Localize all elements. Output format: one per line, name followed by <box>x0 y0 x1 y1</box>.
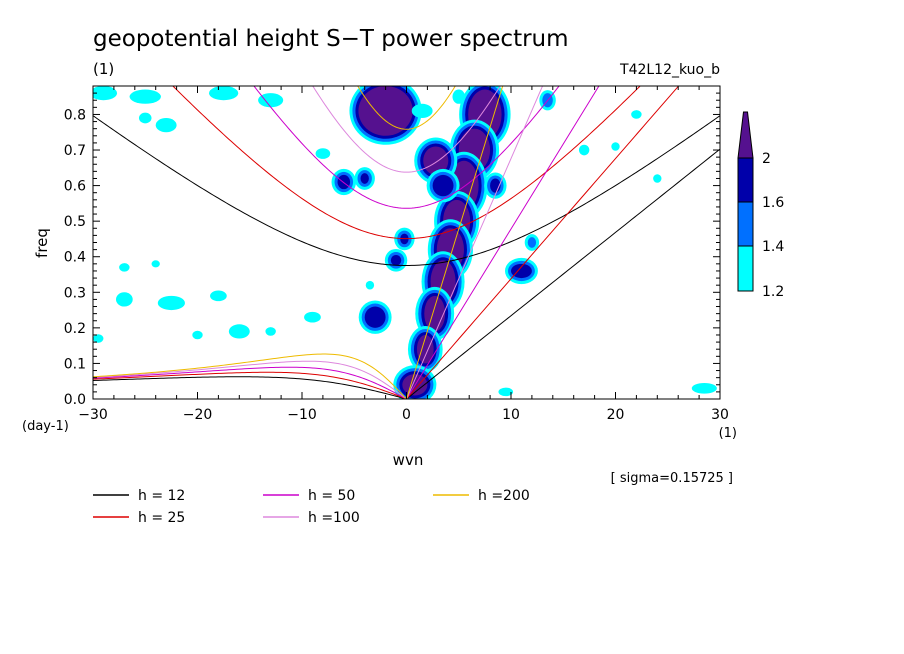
kelvin-curve-h25 <box>406 86 680 399</box>
chart-title: geopotential height S−T power spectrum <box>93 26 569 52</box>
y-tick-label: 0.6 <box>64 179 86 195</box>
shade-blob-16-lvl2 <box>360 173 369 184</box>
x-axis-unit: (1) <box>719 426 737 441</box>
x-tick-label: −10 <box>287 407 317 423</box>
plot-area <box>93 86 720 399</box>
colorbar-label: 1.6 <box>762 195 784 211</box>
inertia-gravity-curve-h12 <box>93 115 720 266</box>
kelvin-curve-h200 <box>406 86 504 399</box>
y-tick-label: 0.7 <box>64 143 86 159</box>
x-tick-label: −20 <box>183 407 213 423</box>
dispersion-curves <box>93 86 720 399</box>
y-tick-label: 0.8 <box>64 107 86 123</box>
rossby-curve-h200 <box>93 353 407 399</box>
y-tick-label: 0.1 <box>64 356 86 372</box>
colorbar-label: 1.2 <box>762 284 784 300</box>
shade-blob-44-lvl0 <box>365 280 375 290</box>
shade-blob-35-lvl0 <box>192 330 203 340</box>
legend-label-h12: h = 12 <box>138 488 185 504</box>
shade-blob-19-lvl1 <box>527 237 537 248</box>
shade-blob-31-lvl0 <box>304 311 321 323</box>
inertia-gravity-curve-h25 <box>172 86 641 240</box>
shade-blob-28-lvl0 <box>157 295 185 311</box>
shade-blob-41-lvl0 <box>691 382 717 394</box>
rossby-curve-h25 <box>93 371 407 399</box>
shade-blob-13-lvl2 <box>364 306 386 328</box>
colorbar-segment-1 <box>737 201 754 247</box>
shade-blob-40-lvl0 <box>631 110 642 119</box>
x-tick-label: 10 <box>502 407 520 423</box>
x-tick-label: 0 <box>402 407 411 423</box>
shade-blob-25-lvl0 <box>155 118 177 133</box>
shade-blob-36-lvl0 <box>411 103 433 119</box>
colorbar-label: 1.4 <box>762 239 784 255</box>
shade-blob-33-lvl0 <box>151 260 160 268</box>
shade-blob-14-lvl2 <box>390 254 402 266</box>
x-tick-labels: −30 −20 −10 0 10 20 30 <box>78 407 729 423</box>
legend-label-h25: h = 25 <box>138 510 185 526</box>
shade-blob-37-lvl0 <box>452 89 466 104</box>
x-axis-label: wvn <box>393 451 424 469</box>
y-tick-label: 0.2 <box>64 321 86 337</box>
rossby-curve-h100 <box>93 360 407 399</box>
colorbar-extend-arrow <box>737 111 754 159</box>
shade-blob-30-lvl0 <box>228 324 250 339</box>
shade-blob-39-lvl0 <box>611 142 620 151</box>
shade-blob-22-lvl0 <box>129 89 161 104</box>
shade-blob-46-lvl0 <box>93 334 104 343</box>
shade-blob-43-lvl0 <box>265 327 276 336</box>
legend: h = 12 h = 25 h = 50 h =100 h =200 <box>93 488 530 526</box>
shade-blob-27-lvl0 <box>115 292 133 307</box>
colorbar-label: 2 <box>762 151 771 167</box>
kelvin-curve-h100 <box>406 86 544 399</box>
y-axis-unit: (day-1) <box>22 419 69 434</box>
x-tick-label: 30 <box>711 407 729 423</box>
shade-blob-29-lvl0 <box>210 290 227 302</box>
kelvin-curve-h12 <box>406 148 720 399</box>
shade-blob-38-lvl0 <box>578 144 590 156</box>
shade-blob-32-lvl0 <box>119 263 130 272</box>
shade-blob-21-lvl0 <box>93 86 118 101</box>
y-tick-label: 0.5 <box>64 214 86 230</box>
rossby-curve-h12 <box>93 376 407 399</box>
shade-blob-15-lvl2 <box>337 174 351 190</box>
y-tick-label: 0.4 <box>64 250 86 266</box>
rossby-curve-h50 <box>93 366 407 399</box>
shade-blob-42-lvl0 <box>498 387 514 397</box>
shade-blob-34-lvl0 <box>315 148 331 159</box>
shade-blob-6-lvl3 <box>424 295 446 332</box>
axis-ticks <box>92 85 721 400</box>
shade-blob-26-lvl0 <box>138 112 152 124</box>
x-tick-label: −30 <box>78 407 108 423</box>
y-tick-labels: 0.0 0.1 0.2 0.3 0.4 0.5 0.6 0.7 0.8 <box>64 107 86 408</box>
y-tick-label: 0.3 <box>64 285 86 301</box>
colorbar-segment-2 <box>737 157 754 203</box>
sigma-note: [ sigma=0.15725 ] <box>611 471 733 486</box>
x-tick-label: 20 <box>607 407 625 423</box>
kelvin-curve-h50 <box>406 86 600 399</box>
colorbar-segment-0 <box>737 245 754 292</box>
y-axis-label: freq <box>33 228 51 258</box>
colorbar: 1.2 1.4 1.6 2 <box>737 111 784 300</box>
shade-blob-24-lvl0 <box>258 93 284 108</box>
chart-subtitle: (1) <box>93 60 114 78</box>
inertia-gravity-curve-h100 <box>312 86 501 173</box>
shade-blob-9-lvl3 <box>358 86 413 136</box>
y-tick-label: 0.0 <box>64 392 86 408</box>
shade-blob-12-lvl2 <box>511 263 532 279</box>
experiment-label: T42L12_kuo_b <box>619 62 720 78</box>
shade-blob-10-lvl3 <box>423 146 449 175</box>
inertia-gravity-curve-h50 <box>253 86 560 209</box>
shade-blob-23-lvl0 <box>208 86 239 101</box>
shade-blob-11-lvl2 <box>432 174 454 197</box>
shaded-contours <box>93 86 717 399</box>
legend-label-h100: h =100 <box>308 510 360 526</box>
shade-blob-7-lvl3 <box>416 334 434 364</box>
shade-blob-45-lvl0 <box>653 174 662 183</box>
legend-label-h200: h =200 <box>478 488 530 504</box>
inertia-gravity-curve-h200 <box>357 86 456 130</box>
legend-label-h50: h = 50 <box>308 488 355 504</box>
